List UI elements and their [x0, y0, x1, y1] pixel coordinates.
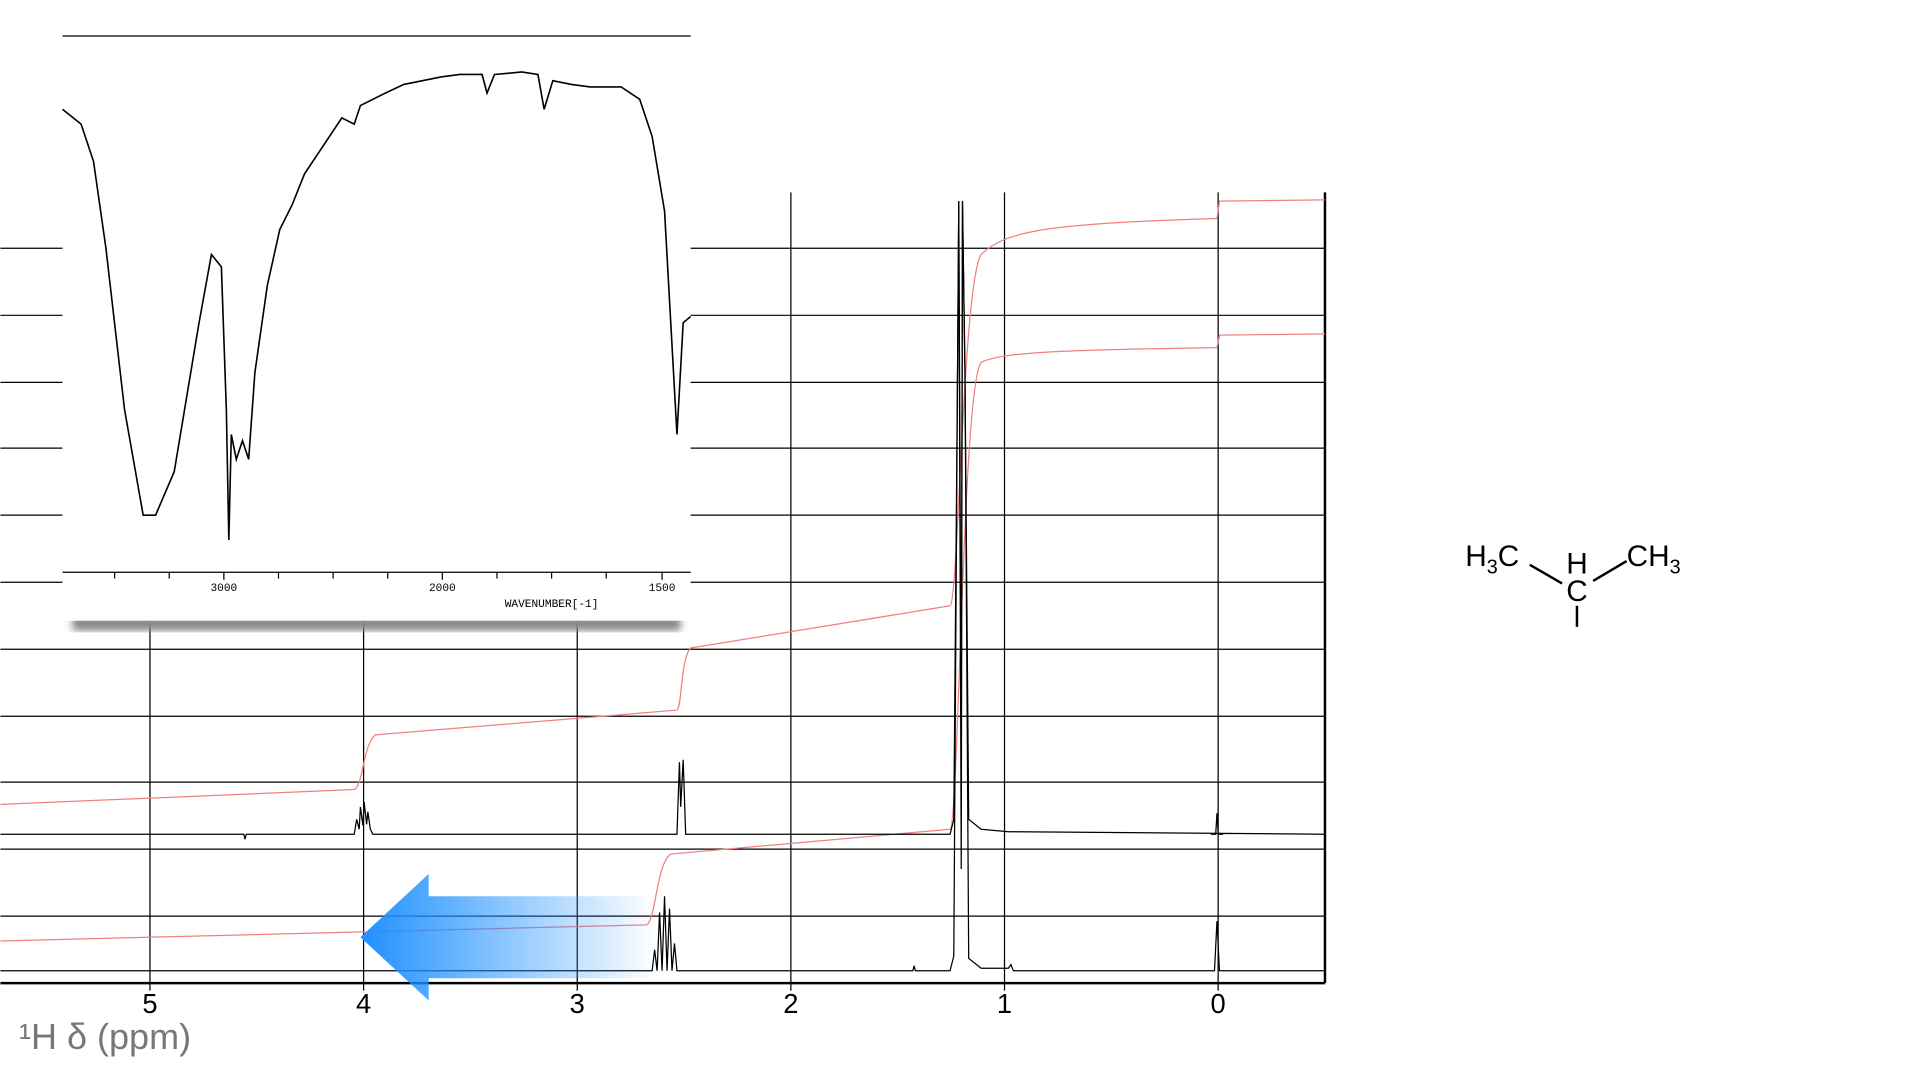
- inset-panel: [62, 27, 691, 621]
- integral-upper: [0, 199, 1325, 806]
- ir-trace: [61, 71, 692, 541]
- carbon: C: [1566, 575, 1588, 608]
- ir-axis-title: WAVENUMBER[-1]: [505, 599, 599, 611]
- ir-tick-label: 2000: [429, 583, 456, 595]
- hydrogen: H: [1566, 548, 1588, 581]
- ir-axis-ticks: [114, 572, 663, 580]
- shift-arrow: [360, 873, 656, 1001]
- x-tick-label: 0: [1211, 988, 1226, 1019]
- methyl-left: H3C: [1465, 540, 1519, 578]
- x-tick-label: 1: [997, 988, 1012, 1019]
- bonds: [1529, 560, 1628, 627]
- ir-inset: 3000 2000 1500 WAVENUMBER[-1]: [61, 27, 692, 631]
- ir-tick-label: 1500: [649, 583, 676, 595]
- ir-tick-label: 3000: [210, 583, 237, 595]
- x-tick-label: 3: [570, 988, 585, 1019]
- x-tick-label: 4: [356, 988, 371, 1019]
- x-tick-label: 5: [142, 988, 157, 1019]
- x-tick-label: 2: [783, 988, 798, 1019]
- spectrum-lower: [0, 201, 1325, 972]
- methyl-right: CH3: [1627, 540, 1681, 578]
- molecule: H3C H C CH3: [1465, 540, 1681, 627]
- x-axis-title: ¹H δ (ppm): [19, 1016, 191, 1057]
